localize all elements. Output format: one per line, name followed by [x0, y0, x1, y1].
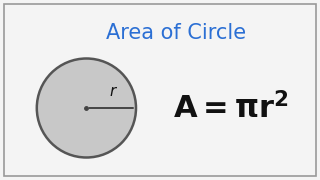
Text: Area of Circle: Area of Circle	[106, 23, 246, 43]
Text: $r$: $r$	[109, 84, 118, 99]
Ellipse shape	[37, 58, 136, 158]
Text: $\mathbf{A = \pi r^2}$: $\mathbf{A = \pi r^2}$	[172, 92, 288, 124]
